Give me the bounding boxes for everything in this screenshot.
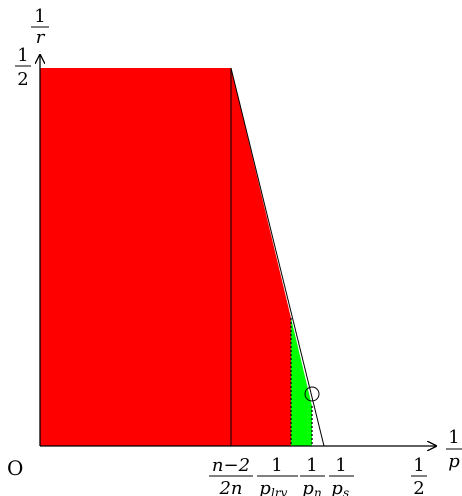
svg-text:p: p [331,478,343,496]
svg-text:1: 1 [17,45,28,66]
svg-text:2: 2 [17,69,28,90]
open-circle-marker [304,386,320,402]
x-tick-label-plrv: 1 p lrv [257,455,298,496]
origin-label: O [7,456,23,480]
svg-text:n: n [314,486,322,496]
svg-text:1: 1 [306,455,317,476]
svg-text:n−2: n−2 [212,455,250,476]
svg-text:2: 2 [413,478,424,496]
svg-text:1: 1 [448,427,459,448]
svg-text:1: 1 [335,455,346,476]
svg-text:1: 1 [34,6,45,27]
red-region [40,68,291,446]
svg-text:lrv: lrv [271,486,288,496]
x-tick-label-ps: 1 p s [329,455,354,496]
svg-text:r: r [36,27,46,48]
x-tick-label-half: 1 2 [411,455,427,496]
x-axis-label: 1 p [446,427,462,472]
svg-text:p: p [302,478,314,496]
svg-text:2n: 2n [218,478,242,496]
green-region [291,318,312,446]
x-tick-label-pn: 1 p n [300,455,325,496]
x-tick-label-n: n−2 2n [209,455,253,496]
svg-text:p: p [259,478,271,496]
y-axis-label: 1 r [31,6,49,48]
svg-text:p: p [448,451,460,472]
svg-text:1: 1 [413,455,424,476]
boundary-line [230,67,325,447]
y-tick-label-half: 1 2 [15,45,31,90]
svg-text:s: s [343,486,349,496]
svg-text:1: 1 [271,455,282,476]
